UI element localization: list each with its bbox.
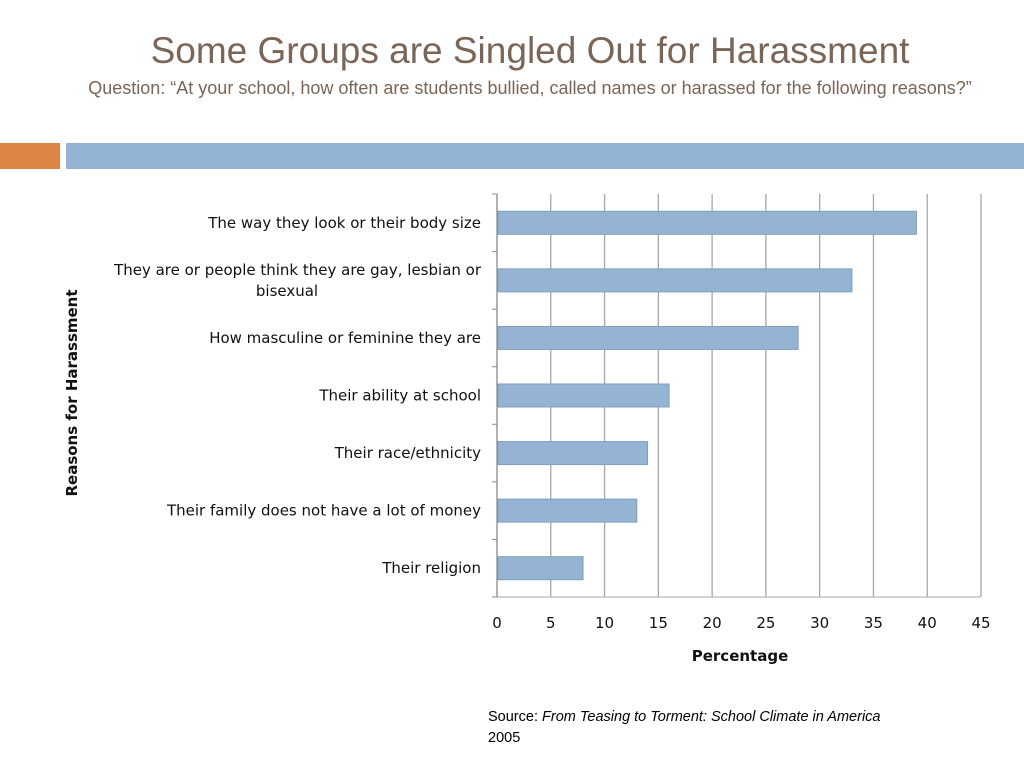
category-label: Their family does not have a lot of mone…	[166, 502, 481, 520]
x-tick-label: 5	[546, 614, 556, 632]
x-tick-labels: 0 5 10 15 20 25 30 35 40 45	[492, 614, 990, 632]
bar	[497, 325, 799, 350]
category-label: They are or people think they are gay, l…	[113, 261, 482, 279]
bar	[497, 210, 917, 235]
bar	[497, 383, 670, 408]
slide-subtitle: Question: “At your school, how often are…	[88, 78, 972, 98]
source-title: From Teasing to Torment: School Climate …	[542, 709, 881, 725]
bar	[497, 268, 853, 293]
x-tick-label: 45	[971, 614, 990, 632]
source-label: Source:	[488, 709, 538, 725]
x-tick-label: 30	[810, 614, 829, 632]
category-labels: The way they look or their body size They…	[113, 214, 482, 577]
bar-chart: The way they look or their body size They…	[63, 193, 991, 665]
source-note: Source: From Teasing to Torment: School …	[488, 707, 1008, 749]
x-tick-label: 15	[649, 614, 668, 632]
category-label: How masculine or feminine they are	[209, 329, 481, 347]
bar	[497, 441, 649, 466]
category-label: The way they look or their body size	[207, 214, 481, 232]
slide-title: Some Groups are Singled Out for Harassme…	[150, 30, 910, 71]
source-year: 2005	[488, 730, 521, 746]
x-tick-label: 10	[595, 614, 614, 632]
bars-layer	[497, 210, 917, 581]
category-label: bisexual	[256, 282, 318, 300]
x-tick-label: 20	[703, 614, 722, 632]
y-axis-label: Reasons for Harassment	[63, 289, 81, 496]
x-tick-label: 0	[492, 614, 502, 632]
bar	[497, 556, 584, 581]
bar	[497, 498, 638, 523]
x-tick-label: 35	[864, 614, 883, 632]
accent-bar-orange	[0, 143, 60, 169]
x-tick-label: 25	[756, 614, 775, 632]
x-axis-label: Percentage	[692, 647, 789, 665]
grid-layer	[492, 193, 982, 598]
category-label: Their religion	[381, 559, 481, 577]
accent-bar-blue	[66, 143, 1024, 169]
x-tick-label: 40	[918, 614, 937, 632]
category-label: Their race/ethnicity	[334, 444, 481, 462]
slide-header: Some Groups are Singled Out for Harassme…	[60, 30, 1000, 100]
category-label: Their ability at school	[318, 387, 481, 405]
